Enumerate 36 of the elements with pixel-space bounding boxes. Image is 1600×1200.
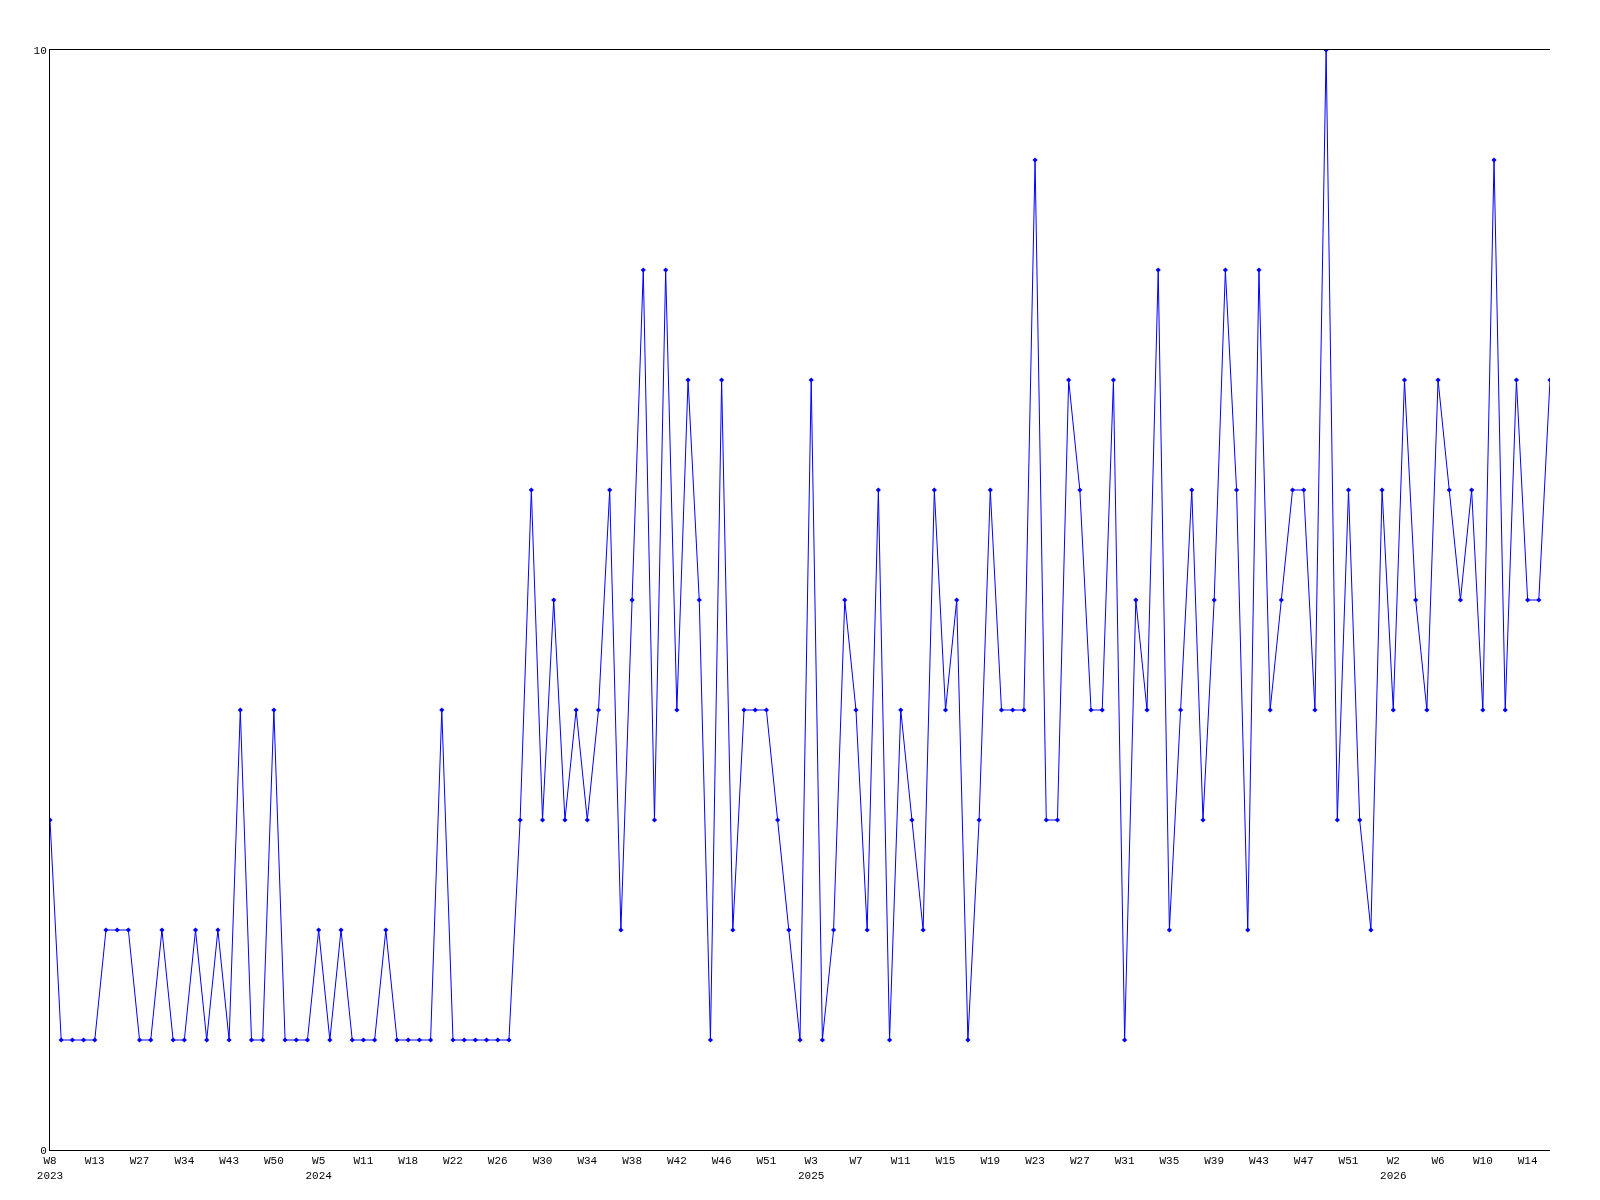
x-tick-label: W30 — [532, 1155, 553, 1168]
x-tick-label: W23 — [1025, 1155, 1045, 1168]
x-tick-label: W11 — [353, 1155, 374, 1168]
x-tick-label: W38 — [622, 1155, 642, 1168]
x-tick-label: W18 — [398, 1155, 419, 1168]
x-tick-label: W27 — [129, 1155, 150, 1168]
y-tick-label: 0 — [40, 1144, 47, 1157]
x-tick-label: W27 — [1069, 1155, 1090, 1168]
x-tick-label: W39 — [1204, 1155, 1225, 1168]
x-tick-label: W11 — [890, 1155, 912, 1168]
x-tick-label: W7 — [849, 1155, 863, 1168]
x-tick-label: W51 — [1338, 1155, 1359, 1168]
x-tick-label: W5 2024 — [305, 1155, 333, 1182]
x-tick-label: W50 — [263, 1155, 284, 1168]
x-tick-label: W46 — [711, 1155, 732, 1168]
x-tick-label: W43 — [1249, 1155, 1269, 1168]
x-tick-label: W22 — [443, 1155, 463, 1168]
x-tick-label: W34 — [174, 1155, 195, 1168]
x-tick-label: W8 2023 — [36, 1155, 64, 1182]
x-tick-label: W34 — [577, 1155, 598, 1168]
x-tick-label: W10 — [1472, 1155, 1493, 1168]
x-tick-label: W43 — [219, 1155, 240, 1168]
x-tick-label: W26 — [487, 1155, 508, 1168]
x-tick-label: W19 — [980, 1155, 1001, 1168]
x-tick-label: W35 — [1159, 1155, 1180, 1168]
x-tick-label: W14 — [1517, 1155, 1538, 1168]
x-tick-label: W6 — [1431, 1155, 1445, 1168]
x-tick-label: W13 — [84, 1155, 105, 1168]
x-tick-label: W31 — [1114, 1155, 1135, 1168]
x-tick-label: W47 — [1293, 1155, 1314, 1168]
x-tick-label: W51 — [756, 1155, 777, 1168]
x-tick-label: W2 2026 — [1380, 1155, 1407, 1182]
x-tick-label: W3 2025 — [797, 1155, 825, 1182]
y-tick-label: 10 — [33, 44, 47, 57]
x-tick-label: W15 — [935, 1155, 956, 1168]
x-tick-label: W42 — [666, 1155, 687, 1168]
